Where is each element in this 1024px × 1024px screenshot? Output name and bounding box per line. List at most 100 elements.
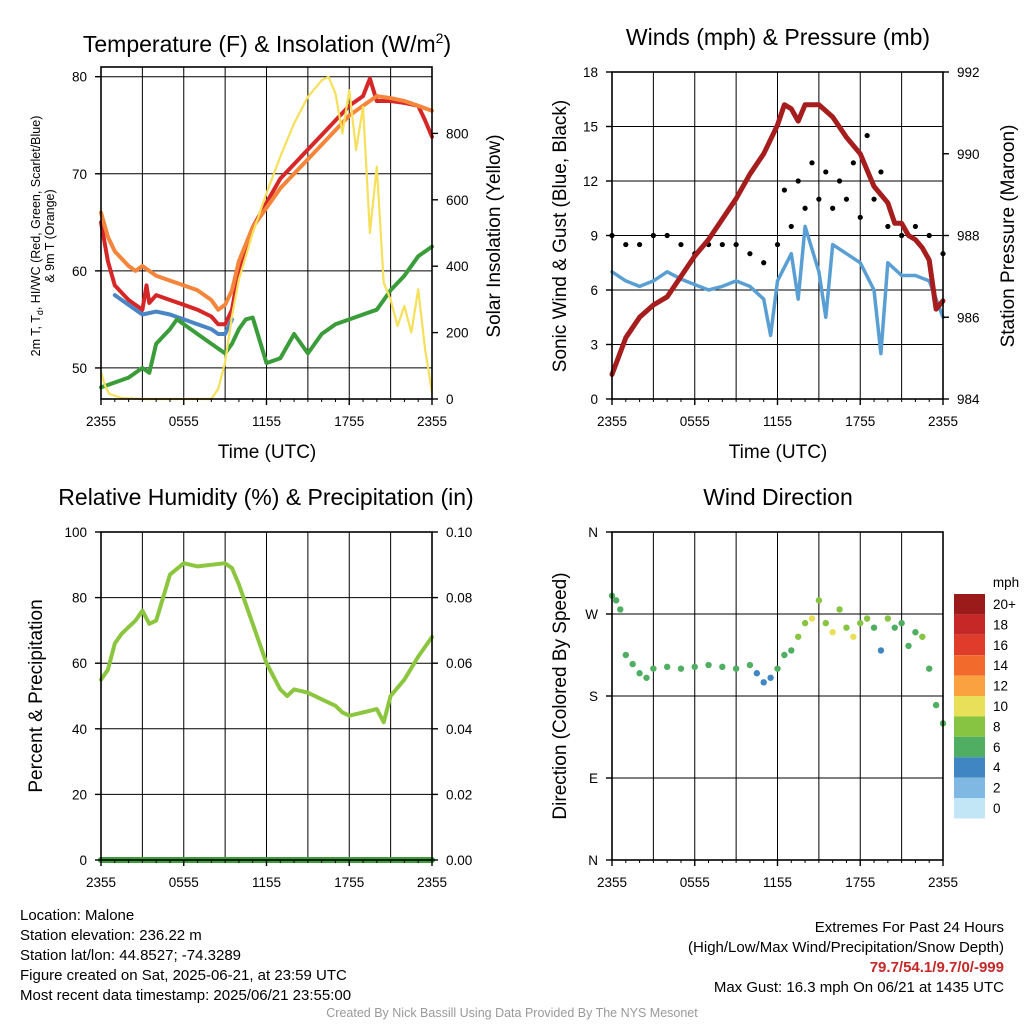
direction-point	[926, 665, 933, 672]
winds-y2tick-label: 986	[957, 310, 980, 325]
temperature-y2tick-label: 200	[446, 326, 469, 341]
legend-swatch	[954, 675, 985, 696]
winds-point-gust-black	[678, 241, 684, 248]
humidity-y2tick-label: 0.08	[446, 591, 472, 606]
direction-point	[822, 619, 829, 627]
direction-points	[608, 592, 947, 727]
humidity-xtick-label: 0555	[169, 875, 199, 890]
humidity-ytick-label: 0	[79, 853, 87, 868]
winds-line-station-pressure-maroon	[609, 102, 946, 377]
humidity-y2tick-label: 0.06	[446, 656, 472, 671]
legend-swatch	[954, 655, 985, 676]
winds-point-gust-black	[733, 241, 739, 248]
temperature-ytick-label: 80	[72, 70, 87, 85]
direction-point	[788, 647, 795, 654]
direction-point	[808, 615, 816, 622]
winds-point-gust-black	[809, 160, 815, 166]
winds-point-gust-black	[747, 251, 753, 257]
winds-point-gust-black	[850, 160, 856, 166]
station-info: Location: Malone Station elevation: 236.…	[20, 906, 351, 1006]
legend-label: 16	[993, 638, 1008, 653]
temperature-axes: 2355 0555 1155 1755 235550607080020040060080…	[72, 66, 469, 429]
winds-chart: Winds (mph) & Pressure (mb) 2355 0555 1155…	[550, 24, 1019, 463]
winds-ytick-label: 12	[583, 174, 598, 189]
humidity-ytick-label: 40	[72, 722, 87, 737]
winds-point-gust-black	[871, 196, 877, 202]
direction-point	[753, 670, 761, 677]
humidity-xtick-label: 2355	[417, 875, 447, 890]
direction-chart: Wind Direction 2355 0555 1155 1755 2355 N E S W N…	[550, 484, 1019, 890]
winds-point-gust-black	[719, 241, 725, 248]
winds-xtick-label: 2355	[928, 414, 958, 429]
direction-point	[732, 665, 740, 672]
temperature-y2tick-label: 400	[446, 259, 469, 274]
temperature-y2tick-label: 0	[446, 392, 454, 407]
direction-point	[891, 624, 898, 631]
winds-y2tick-label: 992	[957, 65, 980, 80]
winds-point-gust-black	[823, 169, 829, 175]
winds-point-gust-black	[816, 196, 822, 202]
direction-point	[719, 663, 726, 671]
humidity-xtick-label: 1755	[334, 875, 364, 890]
direction-point	[801, 619, 809, 627]
winds-series	[609, 102, 946, 377]
recent-timestamp: Most recent data timestamp: 2025/06/21 2…	[20, 987, 352, 1004]
direction-xtick-label: 1155	[763, 875, 792, 890]
direction-point	[829, 629, 836, 636]
winds-ytick-label: 6	[590, 283, 598, 298]
legend-label: 12	[993, 679, 1008, 694]
direction-point	[622, 651, 629, 659]
humidity-title: Relative Humidity (%) & Precipitation (i…	[58, 484, 473, 510]
temperature-line-hi-wc-blue	[112, 293, 234, 336]
humidity-line-relative-humidity	[99, 561, 434, 725]
direction-ytick-label: W	[585, 607, 598, 622]
direction-title: Wind Direction	[703, 484, 853, 510]
winds-point-gust-black	[836, 178, 843, 184]
legend-label: 8	[993, 719, 1001, 734]
humidity-y2tick-label: 0.04	[446, 722, 473, 737]
direction-xtick-label: 2355	[928, 875, 958, 890]
direction-point	[767, 674, 774, 681]
winds-point-gust-black	[774, 241, 781, 248]
temperature-grid	[101, 67, 432, 399]
direction-point	[857, 619, 864, 627]
temperature-xtick-label: 1755	[334, 414, 364, 429]
winds-point-gust-black	[864, 132, 870, 139]
temperature-ytick-label: 60	[72, 264, 87, 279]
figure-created: Figure created on Sat, 2025-06-21, at 23…	[20, 967, 347, 984]
direction-point	[794, 633, 802, 640]
direction-ytick-label: S	[589, 689, 598, 704]
temperature-ytick-label: 50	[72, 361, 87, 376]
direction-point	[650, 665, 657, 672]
winds-title: Winds (mph) & Pressure (mb)	[626, 24, 930, 50]
extremes-values: 79.7/54.1/9.7/0/-999	[869, 959, 1004, 976]
direction-ytick-label: N	[588, 853, 598, 868]
legend-label: 10	[993, 699, 1008, 714]
legend-swatch	[954, 716, 985, 737]
winds-xtick-label: 0555	[680, 414, 710, 429]
winds-point-gust-black	[926, 232, 932, 239]
direction-point	[870, 624, 878, 631]
winds-point-gust-black	[650, 232, 656, 239]
extremes-info: Extremes For Past 24 Hours (High/Low/Max…	[688, 918, 1004, 998]
legend-swatch	[954, 777, 985, 798]
direction-xtick-label: 0555	[680, 875, 710, 890]
temperature-ylabel-line2: & 9m T (Orange)	[43, 189, 57, 282]
humidity-ytick-label: 60	[72, 656, 87, 671]
winds-ytick-label: 9	[590, 229, 598, 244]
winds-point-gust-black	[843, 196, 850, 202]
max-gust: Max Gust: 16.3 mph On 06/21 at 1435 UTC	[713, 979, 1004, 996]
direction-point	[843, 624, 850, 631]
winds-ylabel: Sonic Wind & Gust (Blue, Black)	[550, 100, 571, 372]
station-location: Location: Malone	[20, 907, 135, 924]
legend-swatch	[954, 634, 985, 656]
winds-y2label: Station Pressure (Maroon)	[998, 125, 1019, 348]
winds-point-gust-black	[788, 223, 794, 230]
credit-line: Created By Nick Bassill Using Data Provi…	[326, 1006, 698, 1020]
temperature-xtick-label: 2355	[417, 414, 447, 429]
direction-point	[629, 660, 636, 668]
winds-xlabel: Time (UTC)	[729, 442, 828, 463]
legend-swatch	[954, 614, 985, 635]
direction-point	[877, 647, 885, 654]
